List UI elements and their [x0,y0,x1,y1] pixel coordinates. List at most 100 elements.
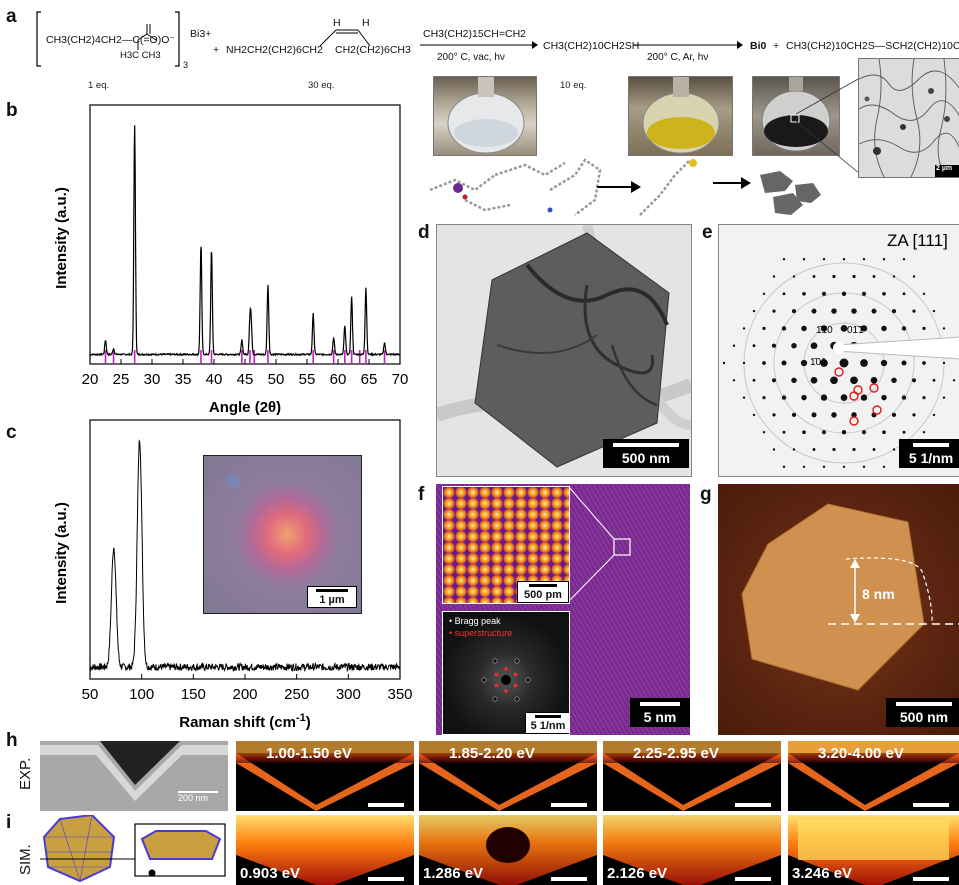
exp-map-scalebar [551,803,587,807]
hrstem-scale-text: 5 nm [643,709,677,725]
diffraction-spot [762,292,766,295]
stem-overview-image: 200 nm [40,741,228,811]
reagent1-eq: 1 eq. [88,80,110,91]
panel-label-b: b [6,100,18,121]
flask-photo-clear [433,76,537,156]
diffraction-spot [861,430,867,435]
diffraction-spot [762,326,766,330]
exp-eels-map: 1.85-2.20 eV [419,741,597,811]
x-tick-label: 200 [232,686,257,703]
diffraction-spot [791,412,797,417]
reagent2-formula: NH2CH2(CH2)6CH2 [226,44,323,56]
diffraction-spot [839,358,849,368]
diffraction-spot [781,395,787,400]
fft-scalebar: 5 1/nm [525,712,569,734]
fft-superstructure-peak [513,683,518,688]
panel-label-h: h [6,730,18,751]
diffraction-spot [882,291,886,296]
fft-superstructure-peak [513,672,518,677]
diffraction-spot [722,361,726,365]
hrstem-scalebar: 5 nm [630,698,690,727]
diffraction-spot [922,396,926,400]
diffraction-spot [892,448,896,451]
sim-eels-map: 2.126 eV [603,815,781,885]
diffraction-spot [791,309,797,314]
intermediate-eq: 10 eq. [560,80,587,91]
diffraction-spot [852,447,856,452]
x-tick-label: 40 [206,371,223,388]
xrd-chart: 20 25 30 35 40 45 50 55 60 65 70 Angle (2θ) Intens… [53,104,408,416]
hrstem-zoom-lines [567,485,631,603]
exp-energy-label: 1.85-2.20 eV [449,745,535,762]
diffraction-spot [811,412,817,418]
diffraction-spot [902,258,906,261]
diffraction-spot [841,291,847,296]
diffraction-spot [901,326,907,331]
raman-xlabel: Raman shift (cm-1) [179,712,310,731]
sim-energy-label: 2.126 eV [607,865,668,882]
diffraction-spot [782,258,786,261]
arrow2-bottom-text: 200° C, Ar, hν [647,52,709,63]
diffraction-spot [772,448,776,451]
diffraction-spot [911,378,917,383]
tem-particles-image: 2 µm [858,58,959,178]
diffraction-spot [800,359,808,367]
raman-inset-scale-label: 1 µm [319,594,345,606]
diffraction-spot [772,275,776,278]
afm-image: 8 nm 500 nm [718,484,959,735]
diffraction-spot [891,377,897,384]
zoom-lines [795,77,861,175]
sim-eels-map: 0.903 eV [236,815,414,885]
stem-overview-scalebar [178,791,218,793]
raman-inset-spot [226,474,240,488]
reagent1-subscript: 3 [183,60,189,70]
reagent2-h1: H [333,17,341,29]
miller-index-2: 01̄1 [847,325,864,336]
exp-map-scalebar [735,803,771,807]
diffraction-spot [862,258,866,261]
arrow1-bottom-text: 200° C, vac, hν [437,52,505,63]
hrstem-inset-scalebar: 500 pm [517,581,569,603]
fft-superstructure-peak [504,689,508,693]
x-tick-label: 55 [299,371,316,388]
diffraction-spot [821,291,827,296]
diffraction-spot [771,343,777,348]
diffraction-scale-text: 5 1/nm [908,450,954,466]
diffraction-spot [810,342,818,350]
diffraction-spot [772,309,776,313]
diffraction-spot [752,344,756,348]
diffraction-spot [932,413,936,417]
diffraction-spot [840,325,848,332]
zone-axis-label: ZA [111] [887,231,948,250]
diffraction-spot [752,413,756,417]
xrd-xlabel: Angle (2θ) [209,399,281,416]
diffraction-spot [901,360,907,366]
fft-scale-text: 5 1/nm [530,720,566,732]
reagent1-branch: H3C CH3 [120,50,161,61]
diffraction-spot [842,258,846,261]
fft-bragg-peak [492,658,498,664]
diffraction-spot [871,308,877,314]
diffraction-spot [872,275,876,278]
exp-energy-label: 3.20-4.00 eV [818,745,904,762]
diffraction-spot [782,292,786,296]
diffraction-spot [912,309,916,313]
sim-eels-map: 1.286 eV [419,815,597,885]
diffraction-spot [891,412,897,417]
panel-label-i: i [6,812,12,833]
fft-inset: • Bragg peak • superstructure 5 1/nm [442,611,570,735]
diffraction-spot [831,412,837,418]
panel-label-d: d [418,222,430,243]
diffraction-spot [860,359,868,367]
diffraction-spot [772,413,776,417]
diffraction-spot [830,376,838,385]
stem-overview-scale-text: 200 nm [178,793,209,803]
diffraction-spot [822,465,826,468]
diffraction-spot [850,376,858,385]
fft-bragg-peak [525,677,531,683]
diffraction-spot [801,394,807,401]
hrstem-image: 500 pm • Bragg peak • superstructure 5 1… [436,484,690,735]
sim-energy-label: 1.286 eV [423,865,484,882]
diffraction-spot [902,430,906,434]
afm-height-label: 8 nm [862,586,895,602]
